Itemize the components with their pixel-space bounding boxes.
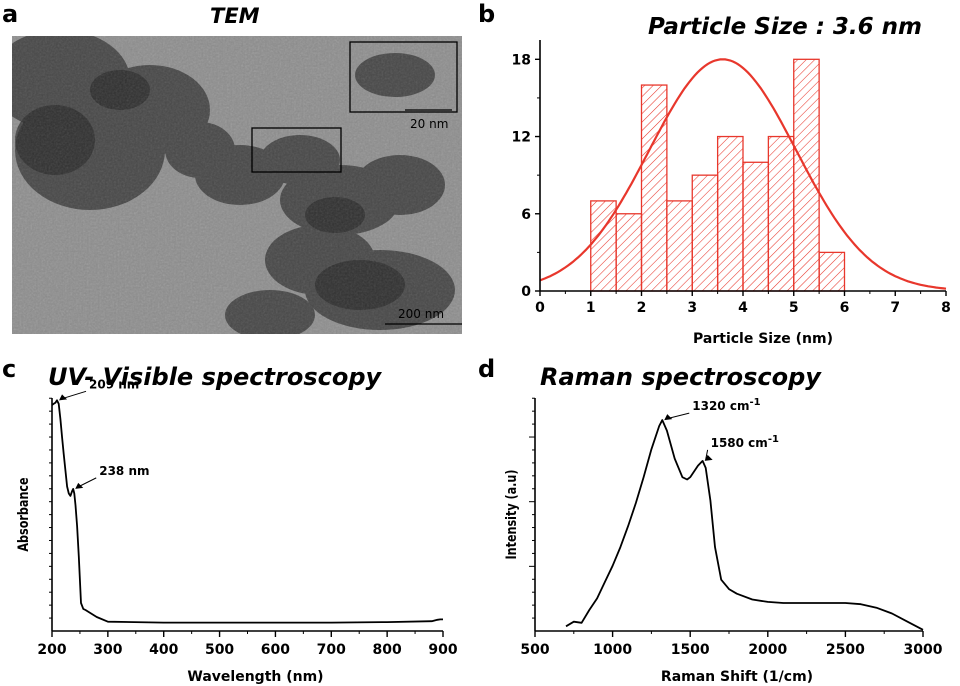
x-tick-label: 500 [205,642,234,658]
y-tick-label: 12 [512,130,531,146]
x-tick-label: 3000 [904,642,943,658]
x-tick-label: 900 [428,642,457,658]
panel-a-letter: a [2,0,19,28]
x-tick-label: 3 [687,300,697,316]
tem-inset-scale-label: 20 nm [410,117,448,131]
panel-a-title: TEM [210,4,260,28]
histogram-bar-8 [767,135,795,292]
uv-vis-plot: 200 300 400 500 600 700 800 900 Wavelength (nm) A… [15,377,458,685]
x-tick-label: 7 [890,300,900,316]
annotation-arrowhead [59,394,68,401]
spectrum-line [51,399,443,624]
x-tick-label: 5 [789,300,799,316]
histogram-bar-3 [640,84,668,292]
histogram-bar-4 [666,200,693,292]
x-tick-label: 700 [317,642,346,658]
histogram-bar-7 [742,161,770,292]
x-tick-label: 2000 [748,642,787,658]
peak-label: 209 nm [89,377,139,391]
x-tick-label: 1000 [593,642,632,658]
peak-label: 238 nm [99,464,149,478]
x-tick-label: 800 [373,642,402,658]
tem-scale-label: 200 nm [398,307,444,321]
histogram-bar-9 [793,58,820,292]
tem-selection-box [251,127,342,173]
histogram-bar-10 [818,251,846,292]
x-tick-label: 400 [149,642,178,658]
panel-b-title: Particle Size : 3.6 nm [648,14,922,40]
x-tick-label: 500 [520,642,549,658]
annotation-arrowhead [704,454,713,461]
x-axis-label: Wavelength (nm) [187,669,323,685]
gaussian-fit-curve [539,58,947,290]
raman-plot: 500 1000 1500 2000 2500 3000 Raman Shift (1/cm… [503,397,943,685]
tem-inset-box [349,41,458,113]
x-tick-label: 0 [535,300,545,316]
panel-b-letter: b [478,0,496,28]
panel-d-title: Raman spectroscopy [540,363,821,391]
peak-label: 1580 cm-1 [711,434,779,450]
x-axis-label: Raman Shift (1/cm) [661,669,813,685]
annotation-arrow [705,449,709,461]
x-tick-label: 6 [840,300,850,316]
annotation-arrowhead [75,482,84,489]
y-axis-label: Absorbance [15,477,32,551]
annotation-arrowhead [664,414,673,421]
histogram-bar-2 [615,213,643,292]
peak-label: 1320 cm-1 [692,397,760,413]
x-tick-label: 2 [637,300,647,316]
panel-c-letter: c [2,355,17,383]
y-tick-label: 6 [521,207,531,223]
x-tick-label: 600 [261,642,290,658]
tem-image [12,36,462,334]
x-axis-label: Particle Size (nm) [693,331,833,347]
histogram-bar-6 [716,135,744,292]
y-axis-label: Intensity (a.u) [503,469,520,559]
x-tick-label: 2500 [826,642,865,658]
x-tick-label: 200 [37,642,66,658]
x-tick-label: 300 [93,642,122,658]
y-tick-label: 0 [521,284,531,300]
spectrum-line [565,419,924,631]
panel-c-title: UV- Visible spectroscopy [48,363,382,391]
x-tick-label: 1 [586,300,596,316]
histogram-bar-5 [691,174,719,292]
panel-d-letter: d [478,355,496,383]
x-tick-label: 1500 [671,642,710,658]
x-tick-label: 4 [738,300,748,316]
y-tick-label: 18 [512,52,531,68]
x-tick-label: 8 [941,300,951,316]
